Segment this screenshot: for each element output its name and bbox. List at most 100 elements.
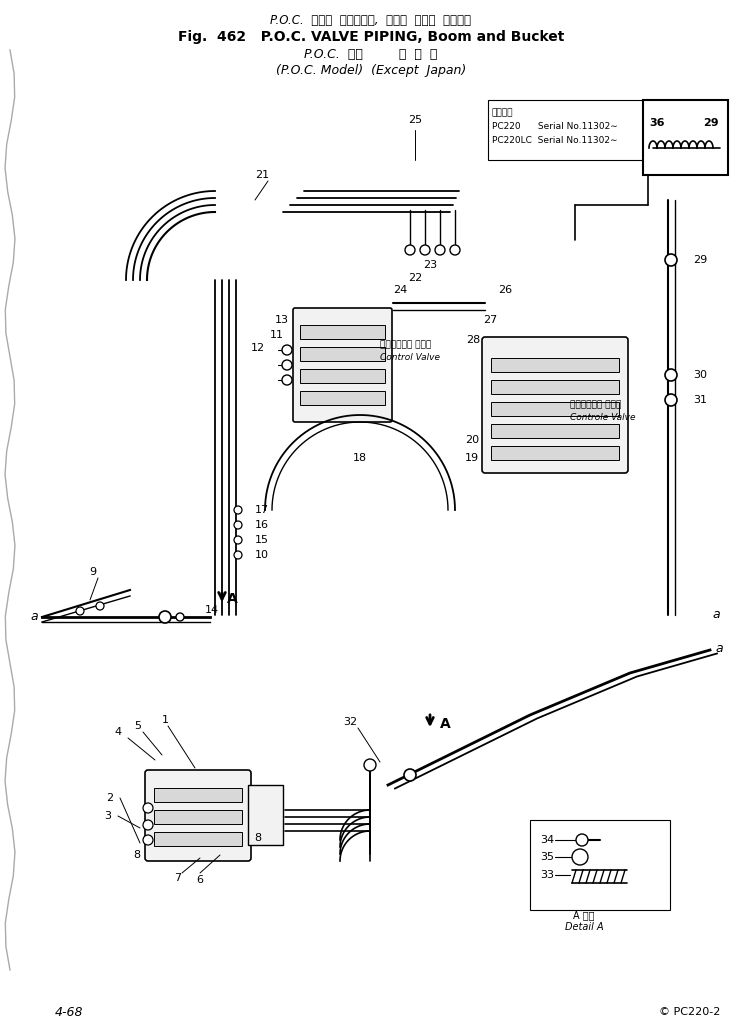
Text: Control Valve: Control Valve (380, 353, 440, 362)
Text: 22: 22 (408, 273, 422, 283)
Text: 28: 28 (466, 335, 480, 345)
Text: © PC220-2: © PC220-2 (658, 1007, 720, 1017)
Bar (491, 446, 619, 460)
Circle shape (665, 369, 677, 381)
Circle shape (404, 769, 416, 781)
Circle shape (143, 835, 153, 845)
Text: 1: 1 (161, 715, 169, 725)
Text: 13: 13 (275, 315, 289, 325)
Text: (P.O.C. Model)  (Except  Japan): (P.O.C. Model) (Except Japan) (276, 64, 466, 77)
Circle shape (76, 607, 84, 615)
Text: 27: 27 (483, 315, 497, 325)
Circle shape (234, 506, 242, 514)
Text: PC220      Serial No.11302∼: PC220 Serial No.11302∼ (492, 122, 617, 131)
Circle shape (96, 602, 104, 610)
Text: a: a (715, 641, 723, 654)
Text: 24: 24 (393, 285, 407, 295)
Text: 31: 31 (693, 395, 707, 405)
Bar (488, 100, 645, 159)
Text: 10: 10 (255, 549, 269, 560)
Text: 30: 30 (693, 370, 707, 380)
Text: 29: 29 (703, 118, 718, 128)
Circle shape (234, 536, 242, 544)
Bar (491, 402, 619, 416)
Text: 2: 2 (106, 793, 114, 803)
Circle shape (364, 759, 376, 771)
Bar (491, 380, 619, 394)
Text: 4-68: 4-68 (55, 1005, 83, 1019)
Bar (530, 820, 670, 910)
Text: A 詳細: A 詳細 (574, 910, 594, 920)
Text: 33: 33 (540, 870, 554, 880)
Text: 7: 7 (175, 873, 181, 883)
Text: 5: 5 (134, 721, 141, 731)
Text: 8: 8 (133, 850, 140, 860)
Bar (248, 785, 283, 845)
FancyBboxPatch shape (145, 770, 251, 861)
Bar (643, 100, 728, 175)
Text: 20: 20 (465, 435, 479, 445)
Circle shape (143, 820, 153, 830)
Text: a: a (712, 608, 720, 622)
Bar (491, 358, 619, 372)
Bar (300, 391, 385, 405)
Circle shape (405, 245, 415, 255)
Text: 18: 18 (353, 453, 367, 463)
Circle shape (420, 245, 430, 255)
Text: コントロール バルブ: コントロール バルブ (380, 340, 431, 349)
Bar (300, 325, 385, 339)
Bar (300, 369, 385, 383)
Text: 34: 34 (540, 835, 554, 845)
Text: 9: 9 (89, 567, 97, 577)
Bar (300, 347, 385, 361)
Circle shape (159, 611, 171, 623)
Text: 36: 36 (649, 118, 664, 128)
Text: 21: 21 (255, 170, 269, 180)
Circle shape (282, 345, 292, 355)
Text: Controle Valve: Controle Valve (570, 413, 635, 422)
Text: 適用番号: 適用番号 (492, 108, 513, 117)
Circle shape (665, 254, 677, 267)
Text: 8: 8 (254, 833, 262, 843)
Text: P.O.C.  バルブ  パイピング,  ブーム  および  バケット: P.O.C. バルブ パイピング, ブーム および バケット (270, 14, 472, 27)
Text: 16: 16 (255, 520, 269, 530)
Text: 23: 23 (423, 260, 437, 270)
Circle shape (282, 360, 292, 370)
Text: 12: 12 (251, 343, 265, 353)
Bar (154, 810, 242, 824)
Text: 25: 25 (408, 115, 422, 125)
Text: コントロール バルブ: コントロール バルブ (570, 400, 621, 409)
Text: PC220LC  Serial No.11302∼: PC220LC Serial No.11302∼ (492, 136, 617, 145)
Text: 26: 26 (498, 285, 512, 295)
Circle shape (435, 245, 445, 255)
Text: A: A (440, 717, 450, 731)
Text: 17: 17 (255, 505, 269, 514)
Text: 4: 4 (114, 728, 122, 737)
Text: a: a (30, 610, 38, 624)
FancyBboxPatch shape (482, 338, 628, 473)
Text: Fig.  462   P.O.C. VALVE PIPING, Boom and Bucket: Fig. 462 P.O.C. VALVE PIPING, Boom and B… (178, 30, 564, 44)
Text: A: A (227, 592, 237, 606)
Text: 29: 29 (693, 255, 707, 265)
Text: 35: 35 (540, 852, 554, 862)
Bar (154, 788, 242, 802)
Text: 3: 3 (105, 811, 111, 821)
Circle shape (143, 803, 153, 813)
Text: Detail A: Detail A (565, 922, 603, 932)
Text: 6: 6 (196, 875, 204, 885)
Circle shape (450, 245, 460, 255)
Circle shape (234, 521, 242, 529)
Circle shape (234, 551, 242, 559)
Text: 19: 19 (465, 453, 479, 463)
Text: 14: 14 (205, 605, 219, 615)
Text: 11: 11 (270, 330, 284, 340)
Text: 32: 32 (343, 717, 357, 728)
Bar (154, 832, 242, 846)
Circle shape (282, 375, 292, 385)
Text: 15: 15 (255, 535, 269, 545)
Circle shape (176, 613, 184, 620)
Text: P.O.C.  仕様         海  外  向: P.O.C. 仕様 海 外 向 (305, 48, 438, 61)
Circle shape (576, 833, 588, 846)
Circle shape (665, 394, 677, 406)
Circle shape (572, 849, 588, 865)
